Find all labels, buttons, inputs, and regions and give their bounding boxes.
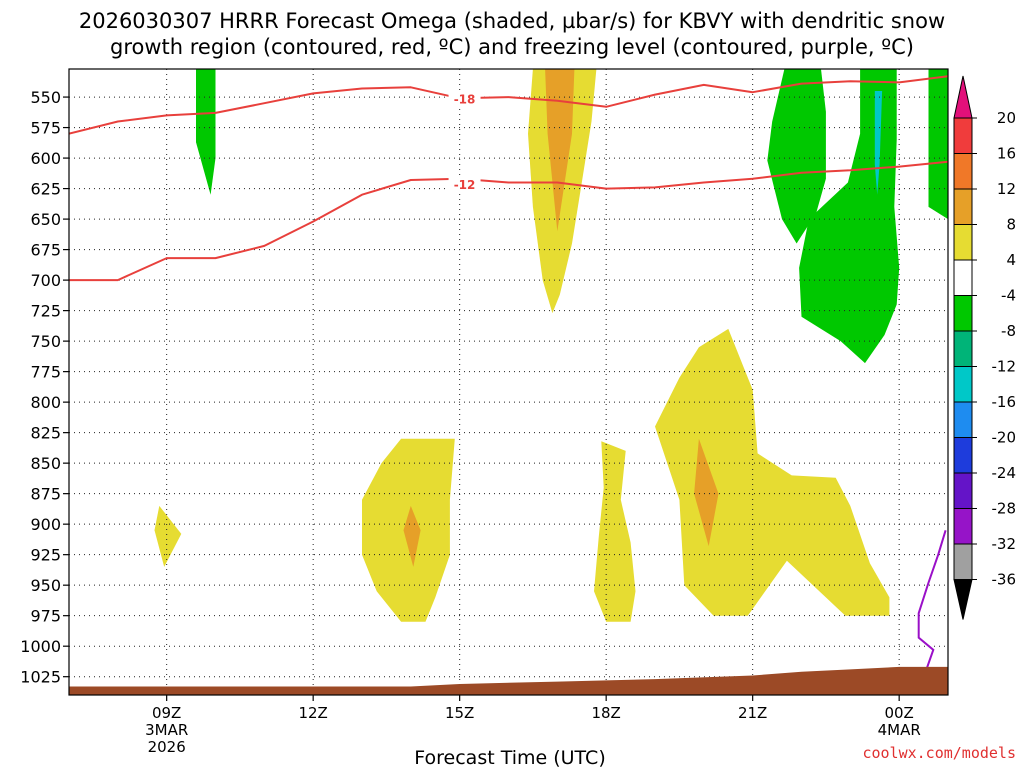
x-tick-year: 2026 — [148, 738, 186, 756]
y-tick-label: 725 — [30, 302, 61, 321]
colorbar-segment — [953, 508, 973, 545]
omega-region-9 — [767, 69, 826, 244]
y-tick-label: 750 — [30, 332, 61, 351]
dgz-contour-label: -12 — [454, 178, 476, 192]
colorbar-tick-label: -28 — [992, 500, 1017, 518]
omega-region-5 — [594, 441, 636, 622]
colorbar-segment — [953, 259, 973, 296]
y-tick-label: 1025 — [20, 668, 61, 687]
y-tick-label: 975 — [30, 607, 61, 626]
omega-region-12 — [928, 69, 948, 220]
x-tick-label: 09Z — [152, 704, 181, 722]
colorbar-segment — [953, 117, 973, 154]
colorbar-bottom-arrow — [953, 579, 973, 620]
colorbar-segment — [953, 330, 973, 367]
omega-region-3 — [403, 505, 421, 567]
colorbar-tick-label: -32 — [992, 535, 1017, 553]
y-tick-label: 600 — [30, 149, 61, 168]
colorbar-segment — [953, 366, 973, 403]
y-tick-label: 925 — [30, 546, 61, 565]
y-axis: 550 575 600 625 650 675 700 725 750 775 800 825 850 8… — [20, 88, 69, 687]
terrain-fill — [69, 666, 948, 695]
colorbar-segment — [953, 543, 973, 580]
y-tick-label: 775 — [30, 363, 61, 382]
x-tick-label: 15Z — [445, 704, 474, 722]
colorbar-segment — [953, 295, 973, 332]
omega-region-6 — [655, 328, 890, 616]
omega-region-7 — [694, 438, 719, 547]
y-tick-label: 875 — [30, 485, 61, 504]
colorbar-tick-label: -16 — [992, 393, 1017, 411]
y-tick-label: 700 — [30, 271, 61, 290]
x-tick-date: 4MAR — [878, 721, 921, 739]
x-tick-label: 21Z — [738, 704, 767, 722]
colorbar-tick-label: 8 — [1006, 216, 1016, 234]
credit-text: coolwx.com/models — [862, 744, 1016, 762]
omega-region-1 — [545, 69, 575, 232]
y-tick-label: 950 — [30, 576, 61, 595]
dgz-label-bg — [448, 176, 481, 191]
colorbar-tick-label: -24 — [992, 464, 1017, 482]
colorbar-top-arrow — [953, 75, 973, 119]
dgz-contour-line — [69, 160, 948, 282]
y-tick-label: 1000 — [20, 637, 61, 656]
colorbar-tick-label: 4 — [1006, 251, 1016, 269]
omega-region-8 — [196, 69, 216, 195]
y-tick-label: 550 — [30, 88, 61, 107]
dgz-label-bg — [448, 91, 481, 106]
x-axis-label: Forecast Time (UTC) — [414, 747, 605, 768]
chart-title-line-2: growth region (contoured, red, ºC) and f… — [110, 35, 914, 59]
colorbar-tick-label: -36 — [992, 571, 1017, 589]
colorbar-segment — [953, 401, 973, 438]
y-tick-label: 900 — [30, 515, 61, 534]
y-tick-label: 800 — [30, 393, 61, 412]
plot-area: -18 -12 — [69, 69, 948, 695]
x-tick-label: 18Z — [591, 704, 620, 722]
colorbar-segment — [953, 153, 973, 190]
colorbar-tick-label: 12 — [997, 180, 1016, 198]
colorbar-segment — [953, 188, 973, 225]
omega-region-10 — [799, 69, 900, 364]
dgz-contour-label: -18 — [454, 93, 476, 107]
plot-frame — [68, 68, 949, 696]
x-tick-date: 3MAR — [145, 721, 188, 739]
y-tick-label: 650 — [30, 210, 61, 229]
colorbar-segment — [953, 437, 973, 474]
x-tick-label: 12Z — [298, 704, 327, 722]
colorbar-tick-label: -12 — [992, 358, 1017, 376]
y-tick-label: 575 — [30, 119, 61, 138]
chart-title-line-1: 2026030307 HRRR Forecast Omega (shaded, … — [79, 9, 945, 33]
y-tick-label: 675 — [30, 241, 61, 260]
omega-shading — [154, 69, 948, 622]
x-tick-label: 00Z — [884, 704, 913, 722]
colorbar-tick-label: 16 — [997, 145, 1016, 163]
y-tick-label: 825 — [30, 424, 61, 443]
colorbar-tick-label: -8 — [1001, 322, 1016, 340]
colorbar-tick-label: -20 — [992, 429, 1017, 447]
colorbar-tick-label: -4 — [1001, 287, 1016, 305]
y-tick-label: 850 — [30, 454, 61, 473]
dgz-contours: -18 -12 — [69, 75, 948, 282]
colorbar: 20 16 12 8 4 -4 -8 -12 -16 -20 -24 -28 -32 -36 — [953, 75, 1017, 620]
colorbar-tick-label: 20 — [997, 109, 1016, 127]
colorbar-segment — [953, 472, 973, 509]
dgz-contour-line — [69, 75, 948, 135]
terrain — [69, 666, 948, 695]
omega-region-4 — [154, 505, 182, 567]
colorbar-segment — [953, 224, 973, 261]
y-tick-label: 625 — [30, 180, 61, 199]
